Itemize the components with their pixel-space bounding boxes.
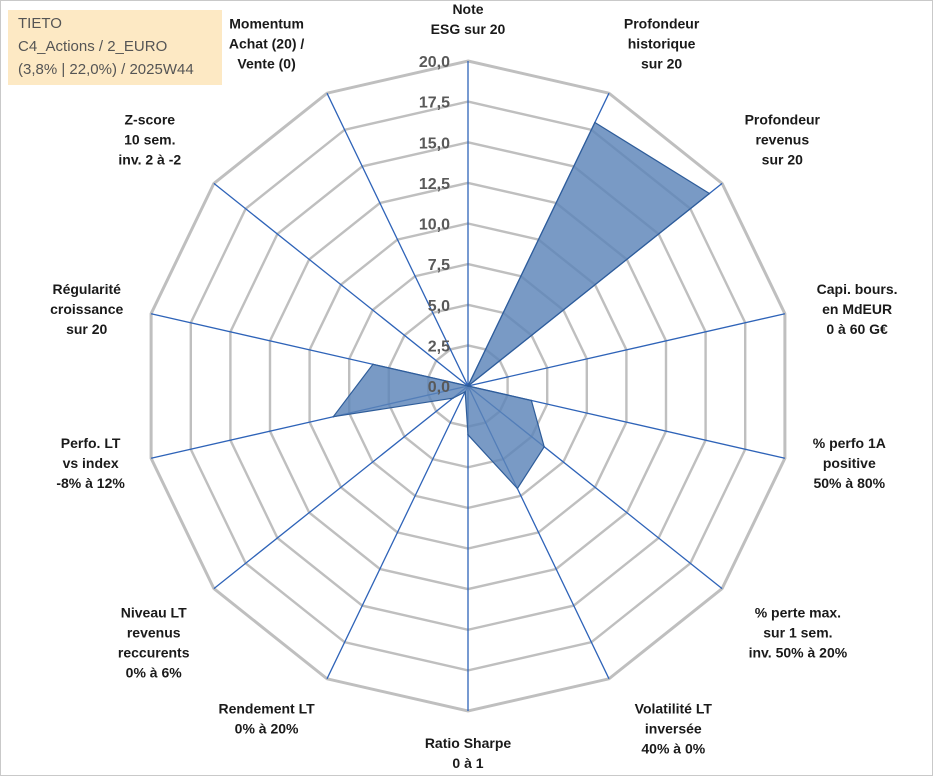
data-point-1 [594,121,596,124]
axis-label-7-line-0: Ratio Sharpe [425,735,512,751]
tick-label-7: 17,5 [419,95,450,112]
axis-label-4-line-0: % perfo 1A [813,435,886,451]
axis-label-0-line-0: Note [452,1,483,17]
axis-label-11: Régularité croissance sur 20 [50,281,123,337]
data-point-5 [543,446,545,448]
axis-label-6-line-2: 40% à 0% [641,741,705,757]
axis-label-2-line-2: sur 20 [762,152,803,168]
tick-label-1: 2,5 [428,338,450,355]
portfolio-category: C4_Actions / 2_EURO [18,38,168,55]
axis-label-9: Niveau LT revenus reccurents 0% à 6% [118,604,190,680]
axis-label-13-line-2: Vente (0) [237,55,295,71]
axis-label-9-line-1: revenus [127,624,181,640]
axis-label-2-line-1: revenus [755,132,809,148]
axis-label-6: Volatilité LT inversée 40% à 0% [635,701,713,757]
axis-label-8-line-0: Rendement LT [218,701,315,717]
axis-label-2-line-0: Profondeur [745,112,821,128]
axis-label-9-line-3: 0% à 6% [126,664,183,680]
axis-label-12-line-2: inv. 2 à -2 [118,152,181,168]
axis-label-11-line-2: sur 20 [66,321,107,337]
axis-label-11-line-0: Régularité [52,281,121,297]
axis-label-2: Profondeur revenus sur 20 [745,112,821,168]
axis-label-0: Note ESG sur 20 [431,1,506,37]
axis-label-0-line-1: ESG sur 20 [431,21,506,37]
axis-label-3-line-1: en MdEUR [822,301,892,317]
axis-label-6-line-0: Volatilité LT [635,701,713,717]
axis-spoke-13 [326,92,469,387]
axis-label-1-line-2: sur 20 [641,55,682,71]
axis-label-10-line-0: Perfo. LT [61,435,121,451]
tick-label-4: 10,0 [419,217,450,234]
axis-label-7-line-1: 0 à 1 [452,755,483,771]
data-series [332,121,711,490]
radial-tick-labels: 0,0 2,5 5,0 7,5 10,0 12,5 15,0 17,5 20,0 [419,54,450,396]
tick-label-2: 5,0 [428,298,450,315]
series-area [332,121,711,490]
axis-label-1: Profondeur historique sur 20 [624,15,700,71]
axis-label-8: Rendement LT 0% à 20% [218,701,315,737]
stats-week: (3,8% | 22,0%) / 2025W44 [18,61,194,78]
axis-label-5: % perte max. sur 1 sem. inv. 50% à 20% [749,604,848,660]
data-point-4 [530,399,533,402]
data-point-13 [467,385,469,387]
axis-label-5-line-2: inv. 50% à 20% [749,644,848,660]
axis-label-13: Momentum Achat (20) / Vente (0) [229,15,305,71]
axis-label-4: % perfo 1A positive 50% à 80% [813,435,886,491]
axis-label-1-line-1: historique [628,35,696,51]
data-point-7 [467,434,469,436]
tick-label-5: 12,5 [419,176,450,193]
axis-label-12-line-1: 10 sem. [124,132,175,148]
axis-spoke-9 [213,385,469,590]
axis-label-8-line-1: 0% à 20% [235,721,299,737]
info-box: TIETO C4_Actions / 2_EURO (3,8% | 22,0%)… [8,10,222,85]
axis-label-12-line-0: Z-score [125,112,176,128]
axis-label-6-line-1: inversée [645,721,702,737]
axis-labels: Note ESG sur 20 Profondeur historique sur 20… [50,1,897,771]
axis-label-10-line-2: -8% à 12% [56,475,125,491]
data-point-6 [516,487,519,490]
data-point-10 [332,415,335,418]
axis-label-10: Perfo. LT vs index -8% à 12% [56,435,125,491]
tick-label-6: 15,0 [419,135,450,152]
data-point-9 [452,397,454,400]
axis-label-12: Z-score 10 sem. inv. 2 à -2 [118,112,181,168]
axis-label-3: Capi. bours. en MdEUR 0 à 60 G€ [817,281,898,337]
axis-label-5-line-0: % perte max. [755,604,841,620]
tick-label-3: 7,5 [428,257,450,274]
axis-spoke-3 [467,313,786,387]
axis-label-9-line-2: reccurents [118,644,190,660]
stock-name: TIETO [18,15,62,32]
axis-spoke-12 [213,182,469,387]
axis-label-13-line-0: Momentum [229,15,304,31]
axis-label-4-line-2: 50% à 80% [813,475,885,491]
axis-label-4-line-1: positive [823,455,876,471]
axis-label-13-line-1: Achat (20) / [229,35,305,51]
data-point-11 [372,363,374,366]
axis-label-5-line-1: sur 1 sem. [763,624,832,640]
axis-spoke-8 [326,385,469,680]
data-point-8 [464,391,467,393]
axis-label-3-line-2: 0 à 60 G€ [826,321,888,337]
tick-label-0: 0,0 [428,379,450,396]
axis-label-10-line-1: vs index [63,455,119,471]
axis-label-1-line-0: Profondeur [624,15,700,31]
axis-label-9-line-0: Niveau LT [121,604,187,620]
data-point-2 [708,192,711,195]
axis-label-3-line-0: Capi. bours. [817,281,898,297]
axis-label-11-line-1: croissance [50,301,123,317]
tick-label-8: 20,0 [419,54,450,71]
axis-label-7: Ratio Sharpe 0 à 1 [425,735,512,771]
